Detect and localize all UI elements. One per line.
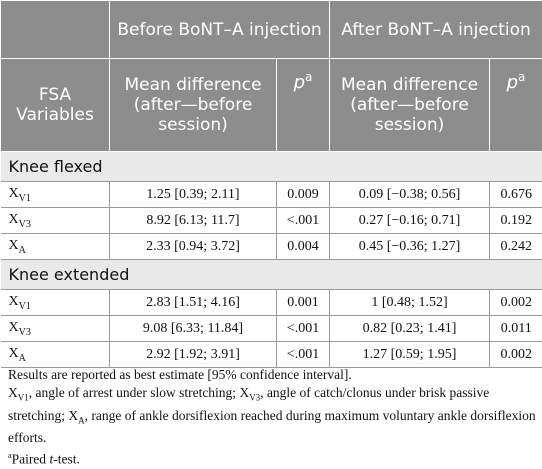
variable-subscript: V3 [19, 326, 31, 337]
before-p-value-cell: 0.004 [277, 234, 330, 260]
footnote-x: X [68, 408, 78, 423]
footnote-def-a: , range of ankle dorsiflexion reached du… [8, 408, 536, 446]
p-label: p [294, 72, 305, 93]
after-p-value-cell: 0.192 [490, 208, 542, 234]
table-footnotes: Results are reported as best estimate [9… [8, 366, 538, 469]
variable-cell: XA [1, 234, 110, 260]
variable-subscript: V1 [19, 300, 31, 311]
variable-cell: XV1 [1, 182, 110, 208]
before-p-value-cell: 0.009 [277, 182, 330, 208]
before-mean-difference-cell: 9.08 [6.33; 11.84] [110, 316, 277, 342]
before-mean-difference-cell: 2.83 [1.51; 4.16] [110, 290, 277, 316]
footnote-paired-text: Paired [12, 452, 50, 467]
variable-subscript: V1 [19, 192, 31, 203]
after-p-value-cell: 0.002 [490, 342, 542, 368]
before-p-value-cell: 0.001 [277, 290, 330, 316]
before-p-value-cell: <.001 [277, 208, 330, 234]
header-empty-cell [1, 1, 110, 59]
before-mean-difference-cell: 8.92 [6.13; 11.7] [110, 208, 277, 234]
footnote-paired-rest: -test. [53, 452, 80, 467]
header-row-groups: Before BoNT–A injection After BoNT–A inj… [1, 1, 542, 59]
after-mean-difference-cell: 0.27 [−0.16; 0.71] [330, 208, 490, 234]
footnote-paired: aPaired t-test. [8, 447, 538, 469]
after-p-value-cell: 0.242 [490, 234, 542, 260]
footnote-definitions: XV1, angle of arrest under slow stretchi… [8, 384, 538, 447]
before-mean-difference-cell: 1.25 [0.39; 2.11] [110, 182, 277, 208]
header-row-columns: FSA Variables Mean difference (after—bef… [1, 59, 542, 152]
header-mean-difference-after: Mean difference (after—before session) [330, 59, 490, 152]
variable-symbol: X [9, 294, 19, 309]
footnote-sub-v3: V3 [249, 393, 260, 403]
variable-subscript: A [19, 352, 26, 363]
variable-symbol: X [9, 212, 19, 227]
variable-symbol: X [9, 186, 19, 201]
variable-symbol: X [9, 238, 19, 253]
variable-subscript: V3 [19, 218, 31, 229]
section-row: Knee extended [1, 260, 542, 290]
footnote-sub-v1: V1 [18, 393, 29, 403]
after-mean-difference-cell: 1.27 [0.59; 1.95] [330, 342, 490, 368]
header-mean-difference-before: Mean difference (after—before session) [110, 59, 277, 152]
before-mean-difference-cell: 2.33 [0.94; 3.72] [110, 234, 277, 260]
before-p-value-cell: <.001 [277, 316, 330, 342]
p-label: p [507, 72, 518, 93]
after-p-value-cell: 0.011 [490, 316, 542, 342]
results-table: Before BoNT–A injection After BoNT–A inj… [0, 0, 542, 368]
before-mean-difference-cell: 2.92 [1.92; 3.91] [110, 342, 277, 368]
after-mean-difference-cell: 0.82 [0.23; 1.41] [330, 316, 490, 342]
footnote-x: X [239, 385, 249, 400]
header-fsa-variables: FSA Variables [1, 59, 110, 152]
variable-cell: XA [1, 342, 110, 368]
variable-cell: XV3 [1, 208, 110, 234]
header-p-after: pa [490, 59, 542, 152]
after-mean-difference-cell: 0.45 [−0.36; 1.27] [330, 234, 490, 260]
p-footnote-mark: a [518, 70, 525, 84]
variable-symbol: X [9, 346, 19, 361]
variable-cell: XV1 [1, 290, 110, 316]
header-p-before: pa [277, 59, 330, 152]
variable-cell: XV3 [1, 316, 110, 342]
after-p-value-cell: 0.002 [490, 290, 542, 316]
before-p-value-cell: <.001 [277, 342, 330, 368]
footnote-x: X [8, 385, 18, 400]
footnote-results: Results are reported as best estimate [9… [8, 366, 538, 384]
after-mean-difference-cell: 1 [0.48; 1.52] [330, 290, 490, 316]
p-footnote-mark: a [305, 70, 312, 84]
footnote-def-v1: , angle of arrest under slow stretching; [29, 385, 240, 400]
header-before-injection: Before BoNT–A injection [110, 1, 330, 59]
after-p-value-cell: 0.676 [490, 182, 542, 208]
section-label: Knee extended [1, 260, 542, 290]
after-mean-difference-cell: 0.09 [−0.38; 0.56] [330, 182, 490, 208]
variable-symbol: X [9, 320, 19, 335]
header-after-injection: After BoNT–A injection [330, 1, 542, 59]
variable-subscript: A [19, 244, 26, 255]
section-row: Knee flexed [1, 152, 542, 182]
section-label: Knee flexed [1, 152, 542, 182]
